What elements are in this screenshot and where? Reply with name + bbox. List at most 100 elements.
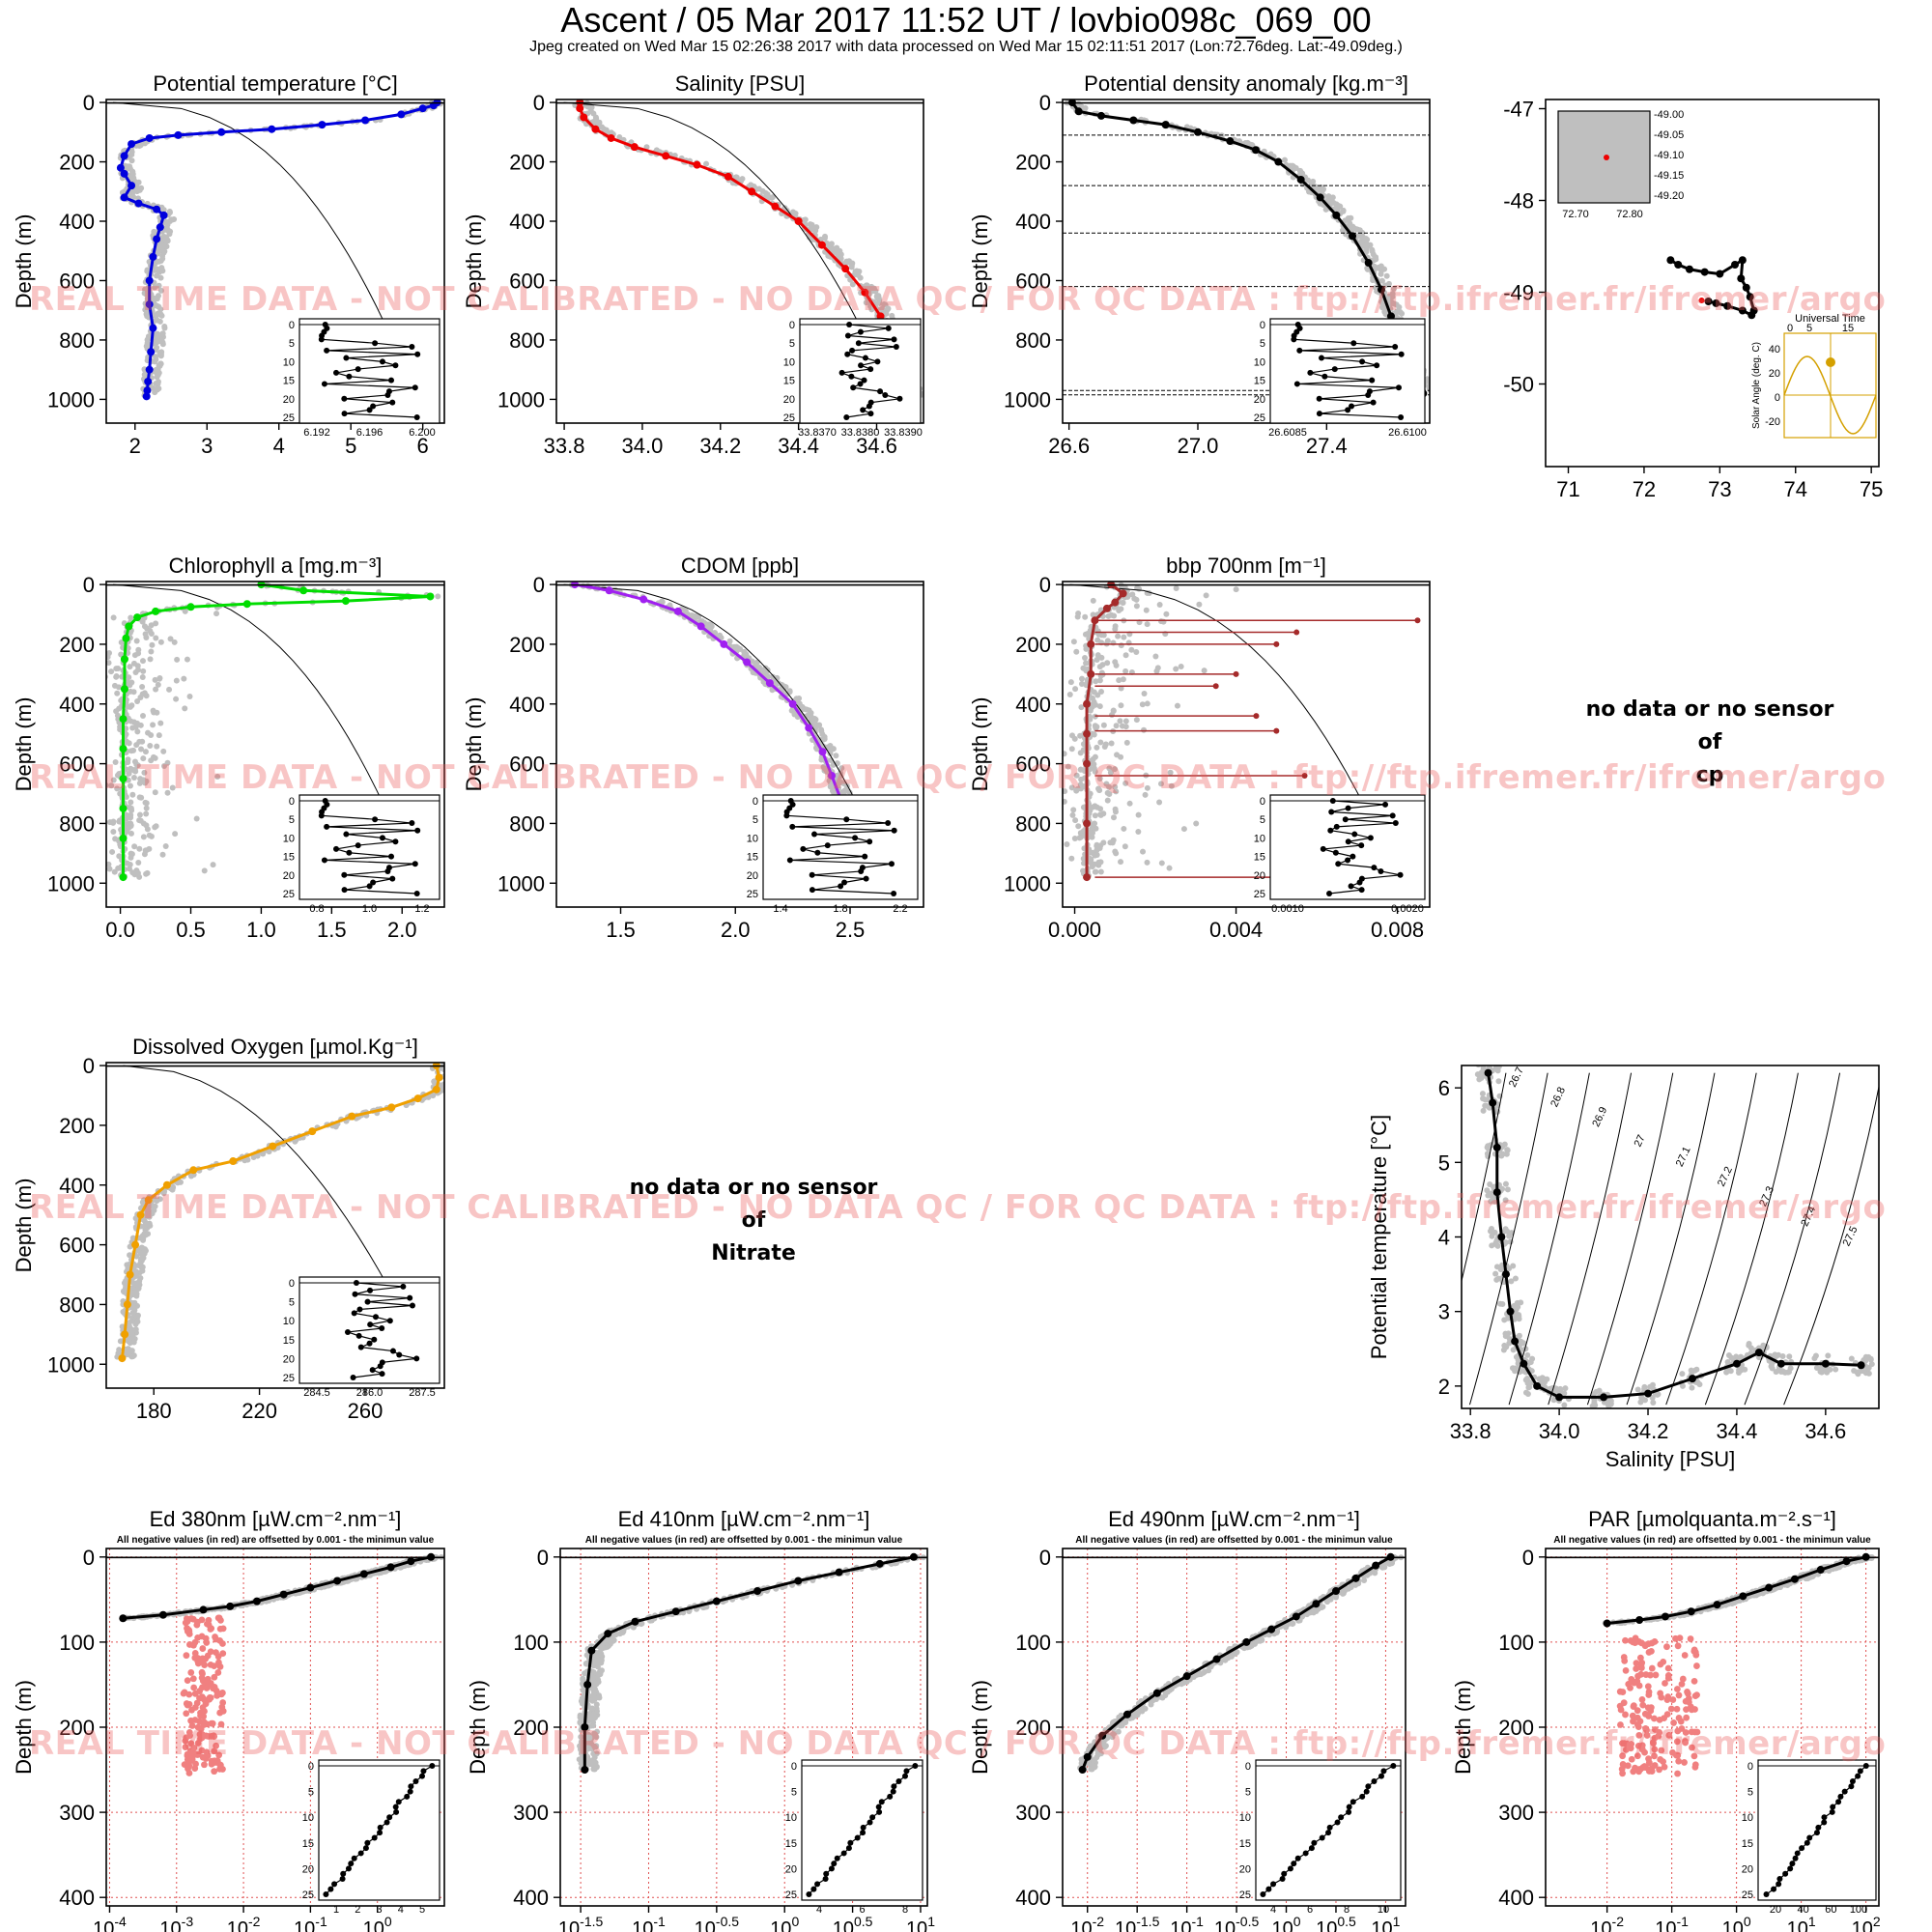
history-point (109, 848, 116, 855)
history-point (210, 862, 216, 868)
inset-point (367, 1321, 374, 1328)
inset-y-tick-label: 20 (747, 870, 758, 882)
history-point (110, 818, 117, 825)
history-point (156, 674, 163, 681)
inset-point (810, 831, 817, 838)
history-point (143, 805, 150, 811)
negative-point (202, 1634, 210, 1642)
solar-title: Universal Time (1795, 313, 1865, 325)
inset-point (844, 332, 851, 339)
panel-map: 71 72 73 74 75-47-48-49-50-49.00-49.05-49.10… (1503, 98, 1883, 502)
history-point (137, 776, 144, 782)
inset-point (846, 322, 853, 327)
history-point (1390, 285, 1397, 292)
history-point (130, 660, 137, 667)
history-point (753, 659, 760, 666)
x-tick-label: 0.004 (1209, 918, 1263, 942)
history-point (136, 845, 143, 852)
y-tick-label: 400 (59, 210, 95, 234)
inset-point (1382, 801, 1389, 808)
history-point (889, 312, 895, 319)
history-point (1118, 859, 1124, 866)
inset-point (838, 369, 845, 376)
history-point (152, 301, 158, 308)
isopycnal-line (1744, 1072, 1841, 1406)
history-point (1068, 855, 1075, 862)
history-point (1593, 1388, 1600, 1395)
data-point (828, 771, 836, 780)
history-point (1634, 1386, 1641, 1393)
inset-x-tick-label: 6.192 (303, 427, 330, 439)
data-point (1316, 193, 1324, 202)
panel-title: Salinity [PSU] (675, 71, 806, 96)
history-point (150, 753, 156, 760)
current-position-point (1698, 298, 1705, 304)
solar-y-label: 20 (1769, 368, 1780, 380)
history-point (1104, 638, 1111, 644)
history-point (1359, 240, 1366, 246)
inset-point (888, 861, 895, 867)
negative-point (199, 1645, 207, 1652)
inset-point (395, 1799, 402, 1805)
history-point (148, 648, 155, 655)
negative-point (191, 1765, 199, 1773)
data-point (788, 699, 797, 708)
history-point (1389, 291, 1396, 298)
history-point (1074, 785, 1081, 792)
negative-point (199, 1704, 207, 1712)
history-point (1118, 702, 1124, 709)
history-point (151, 1207, 157, 1213)
history-point (96, 833, 101, 838)
history-point (1310, 178, 1317, 185)
history-point (1340, 207, 1347, 213)
inset-point (1329, 798, 1336, 804)
history-point (1052, 656, 1058, 662)
history-point (147, 628, 154, 635)
map-zoom-y-label: -49.20 (1654, 190, 1684, 202)
data-point (144, 377, 153, 385)
inset-y-tick-label: 25 (302, 1889, 314, 1901)
data-point (156, 223, 164, 232)
history-point (128, 805, 134, 811)
history-point (1492, 1270, 1499, 1277)
history-point (1480, 1107, 1487, 1114)
negative-point (219, 1650, 227, 1658)
inset-point (370, 879, 377, 886)
data-point (1754, 1349, 1763, 1357)
data-point (1296, 175, 1305, 184)
history-point (155, 310, 161, 317)
data-point (119, 834, 128, 842)
history-point (144, 340, 151, 347)
history-point (818, 756, 825, 763)
history-point (1079, 675, 1086, 682)
inset-point (1345, 805, 1351, 811)
inset-point (355, 1332, 362, 1339)
history-point (153, 686, 159, 693)
history-point (1650, 1400, 1657, 1406)
inset-y-tick-label: 20 (783, 394, 795, 406)
inset-point (367, 1287, 374, 1293)
history-point (1095, 859, 1102, 866)
history-point (157, 287, 164, 294)
data-point (1732, 1359, 1741, 1368)
inset-point (392, 838, 399, 845)
inset-point (414, 827, 421, 834)
history-point (142, 749, 149, 755)
data-point (1731, 261, 1740, 269)
inset-point (789, 823, 796, 830)
bbp-spike-point (1301, 772, 1308, 779)
inset-x-tick-label: 286.0 (356, 1387, 384, 1399)
data-point (119, 745, 128, 753)
inset-y-tick-label: 10 (302, 1812, 314, 1824)
inset-point (1356, 879, 1363, 886)
y-tick-label: 200 (59, 1716, 95, 1740)
y-tick-label: 800 (59, 1293, 95, 1317)
history-point (1072, 686, 1079, 693)
data-point (426, 592, 435, 601)
x-tick-label: 72 (1633, 477, 1656, 501)
data-point (1704, 298, 1713, 305)
negative-point (215, 1751, 223, 1759)
